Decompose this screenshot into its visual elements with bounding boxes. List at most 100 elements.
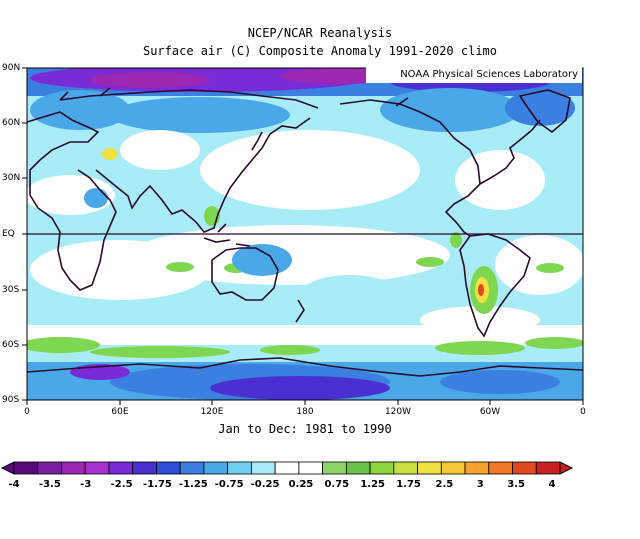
colorbar-swatch (84, 461, 110, 475)
arctic-cold-2 (90, 72, 210, 88)
colorbar-tick-label: 1.75 (396, 479, 421, 490)
colorbar-tick-label: -4 (8, 479, 20, 490)
so-warm-5 (260, 345, 320, 355)
colorbar-swatch (464, 461, 490, 475)
so-warm-2 (90, 346, 230, 358)
colorbar-tick-label: -0.75 (214, 479, 244, 490)
lat-label-60n: 60N (2, 118, 21, 128)
colorbar-swatch (274, 461, 300, 475)
colorbar-tick-label: -0.25 (250, 479, 280, 490)
arctic-islands (59, 87, 409, 107)
colorbar-swatch (108, 461, 134, 475)
colorbar-tick-label: 3 (476, 479, 484, 490)
colorbar-swatch (179, 461, 205, 475)
namerica-west-coast (339, 99, 481, 237)
so-warm-4 (525, 337, 583, 349)
colorbar-swatch (203, 461, 229, 475)
greenland-coast (518, 89, 571, 134)
scand-cool (30, 90, 130, 130)
lon-label-60w: 60W (479, 407, 501, 417)
colorbar-tick-label: -1.25 (178, 479, 208, 490)
npac-neutral (200, 130, 420, 210)
colorbar-tick-label: 4 (548, 479, 556, 490)
arabia-cool (84, 188, 108, 208)
spac-cool (300, 275, 400, 315)
warm-spot-5 (450, 232, 462, 248)
australia-coast (211, 247, 279, 301)
colorbar-tick-label: -3 (80, 479, 92, 490)
lat-ticks (22, 67, 27, 401)
colorbar-swatch (535, 461, 561, 475)
colorbar-swatch (132, 461, 157, 475)
siberia-cool (110, 97, 290, 133)
time-period-label: Jan to Dec: 1981 to 1990 (218, 422, 392, 436)
japan-coast (251, 131, 263, 151)
lat-label-30n: 30N (2, 173, 21, 183)
warm-spot-4 (536, 263, 564, 273)
colorbar-swatch (227, 461, 252, 475)
colorbar-swatch (417, 461, 442, 475)
antarctic-cold-2 (210, 376, 390, 400)
samerica-hottest (478, 284, 484, 296)
colorbar-swatch (61, 461, 86, 475)
colorbar-swatch (440, 461, 466, 475)
antarctic-cold-4 (440, 370, 560, 394)
colorbar-tick-label: -3.5 (38, 479, 61, 490)
colorbar-tick-label: 3.5 (507, 479, 525, 490)
asia-neutral (120, 130, 200, 170)
lon-label-120w: 120W (384, 407, 412, 417)
warm-spot-3 (416, 257, 444, 267)
natl-neutral (455, 150, 545, 210)
colorbar-tick-label: 0.25 (288, 479, 314, 490)
canada-cool (380, 88, 520, 132)
colorbar-swatch (369, 461, 395, 475)
colorbar (0, 461, 574, 475)
lat-label-90s: 90S (2, 395, 20, 405)
warm-spot-1 (166, 262, 194, 272)
so-warm-3 (435, 341, 525, 355)
lon-label-0: 0 (24, 407, 30, 417)
lat-label-eq: EQ (2, 229, 15, 239)
antarctica-coast (27, 357, 583, 377)
colorbar-swatch (393, 461, 418, 475)
colorbar-swatch (13, 461, 39, 475)
colorbar-tick-label: 0.75 (324, 479, 350, 490)
africa-coast (27, 111, 117, 291)
anomaly-field (27, 68, 583, 400)
lat-label-90n: 90N (2, 63, 21, 73)
lat-label-60s: 60S (2, 340, 20, 350)
lon-label-120e: 120E (200, 407, 224, 417)
colorbar-swatch (345, 461, 371, 475)
coastlines (27, 87, 583, 377)
colorbar-tick-label: -1.75 (143, 479, 172, 490)
lon-ticks (26, 400, 584, 405)
colorbar-swatch (322, 461, 347, 475)
colorbar-right-arrow (559, 461, 574, 475)
colorbar-tick-label: 2.5 (435, 479, 454, 490)
credit-label: NOAA Physical Sciences Laboratory (366, 67, 582, 83)
nz-coast (295, 299, 305, 323)
so-warm-1 (27, 337, 100, 353)
lon-label-180: 180 (296, 407, 314, 417)
asia-warm-spot (102, 148, 118, 160)
colorbar-swatch (250, 461, 276, 475)
colorbar-swatch (512, 461, 537, 475)
lon-label-0-east: 0 (580, 407, 586, 417)
namerica-east-coast (479, 119, 541, 185)
samerica-coast (459, 233, 531, 338)
colorbar-swatch (298, 461, 324, 475)
colorbar-swatch (156, 461, 181, 475)
colorbar-tick-label: -2.5 (110, 479, 133, 490)
chart-subtitle: Surface air (C) Composite Anomaly 1991-2… (142, 44, 497, 58)
so-neutral (27, 325, 583, 345)
chart-title: NCEP/NCAR Reanalysis (247, 26, 393, 40)
colorbar-left-arrow (0, 461, 15, 475)
indonesia-coast (203, 223, 251, 247)
colorbar-tick-label: 1.25 (360, 479, 385, 490)
asia-south-coast (95, 117, 311, 233)
colorbar-swatch (488, 461, 513, 475)
lon-label-60e: 60E (111, 407, 129, 417)
lat-label-30s: 30S (2, 285, 20, 295)
